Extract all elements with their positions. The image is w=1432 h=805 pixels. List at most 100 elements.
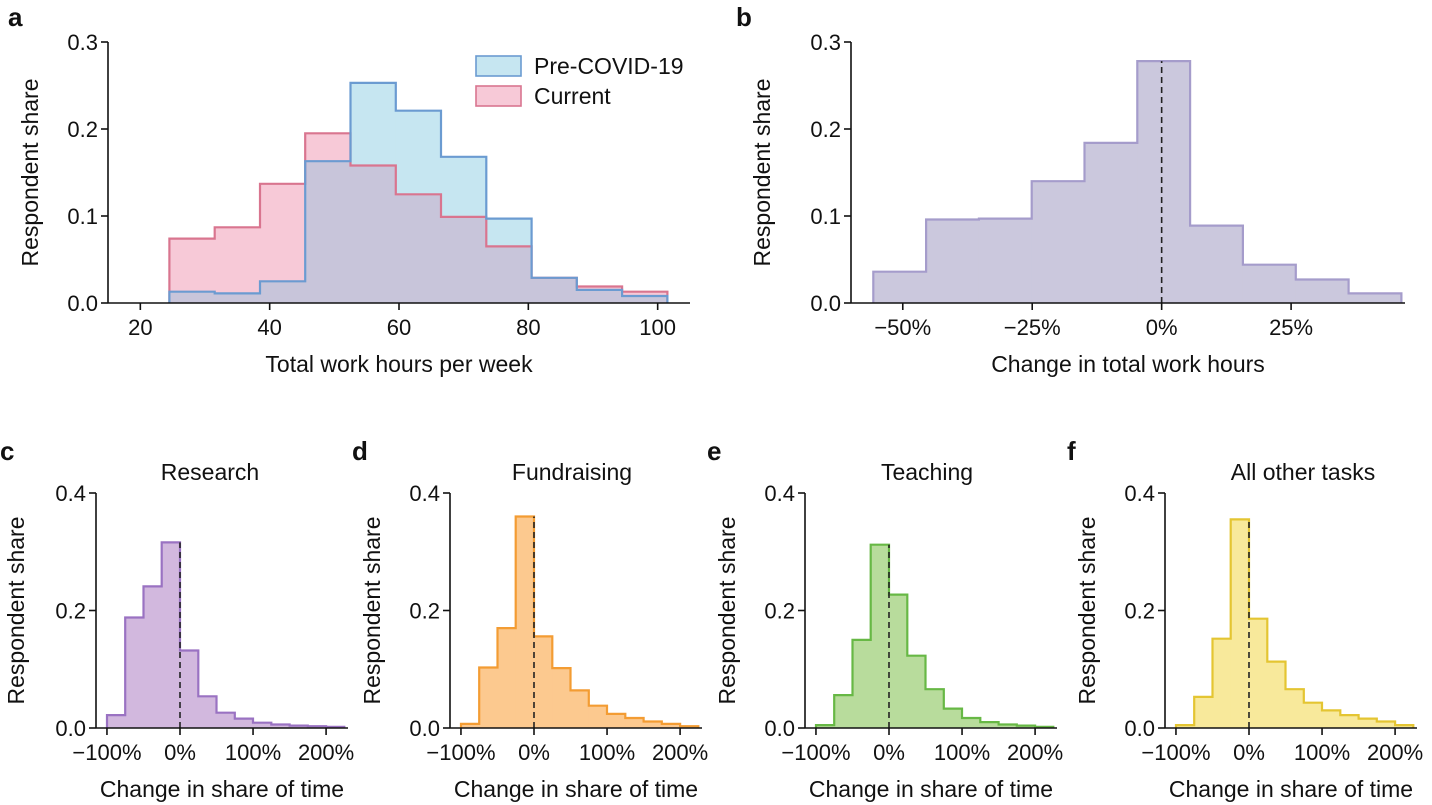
y-tick-label: 0.3 bbox=[67, 30, 98, 55]
histogram-bar bbox=[479, 667, 498, 728]
x-tick-label: 60 bbox=[387, 315, 411, 340]
x-tick-label: 200% bbox=[1367, 740, 1423, 765]
bar-current bbox=[169, 238, 216, 292]
x-tick-label: −25% bbox=[1004, 315, 1061, 340]
legend: Pre-COVID-19 Current bbox=[475, 53, 684, 109]
y-axis-label: Respondent share bbox=[3, 517, 29, 705]
histogram-bar bbox=[198, 696, 217, 728]
x-tick-label: −100% bbox=[1141, 740, 1210, 765]
y-tick-label: 0.4 bbox=[764, 481, 795, 506]
bar-pre-covid bbox=[486, 218, 532, 247]
panel-f: 0.0 0.2 0.4 −100% 0% 100% 200% Change in share … bbox=[1067, 436, 1423, 802]
panel-title: All other tasks bbox=[1231, 459, 1375, 485]
histogram-bar bbox=[1176, 725, 1195, 728]
x-tick-label: 0% bbox=[518, 740, 550, 765]
histogram-outline bbox=[1174, 518, 1415, 728]
x-tick-label: −100% bbox=[426, 740, 495, 765]
panel-letter: e bbox=[707, 436, 721, 466]
y-tick-label: 0.2 bbox=[810, 117, 841, 142]
histogram-bar bbox=[125, 617, 144, 728]
x-tick-label: 200% bbox=[652, 740, 708, 765]
histogram-bar bbox=[943, 708, 963, 728]
y-axis-label: Respondent share bbox=[749, 79, 775, 267]
histogram-bar bbox=[607, 713, 626, 728]
panel-letter: a bbox=[8, 2, 23, 32]
x-axis-label: Change in share of time bbox=[100, 776, 344, 802]
x-axis-label: Change in share of time bbox=[454, 776, 698, 802]
bar-overlap bbox=[486, 246, 532, 303]
x-tick-label: 20 bbox=[128, 315, 152, 340]
histogram-bar bbox=[234, 718, 254, 728]
x-tick-label: −50% bbox=[874, 315, 931, 340]
histogram-bar bbox=[1348, 293, 1402, 303]
x-tick-label: 100% bbox=[934, 740, 990, 765]
histogram-outline bbox=[105, 541, 346, 728]
histogram-bar bbox=[1295, 279, 1349, 303]
histogram-bar bbox=[161, 542, 181, 728]
x-tick-label: 100% bbox=[579, 740, 635, 765]
bar-pre-covid bbox=[395, 110, 442, 195]
panel-title: Fundraising bbox=[512, 459, 632, 485]
y-tick-label: 0.2 bbox=[409, 599, 440, 624]
y-tick-label: 0.4 bbox=[409, 481, 440, 506]
x-tick-label: 80 bbox=[516, 315, 540, 340]
bar-overlap bbox=[214, 293, 261, 303]
y-tick-label: 0.0 bbox=[409, 716, 440, 741]
histogram-bar bbox=[1084, 142, 1138, 303]
y-axis-label: Respondent share bbox=[1074, 517, 1100, 705]
histogram-outline bbox=[872, 60, 1403, 303]
panel-letter: b bbox=[736, 2, 752, 32]
histogram-bar bbox=[570, 690, 590, 728]
panel-d: 0.0 0.2 0.4 −100% 0% 100% 200% Change in share … bbox=[352, 436, 708, 802]
histogram-bar bbox=[852, 639, 872, 728]
histogram-bar bbox=[180, 650, 199, 728]
panel-c: 0.0 0.2 0.4 −100% 0% 100% 200% Change in share … bbox=[0, 436, 354, 802]
x-axis-label: Change in share of time bbox=[1169, 776, 1413, 802]
histogram-bar bbox=[552, 668, 571, 728]
histogram-outline bbox=[459, 515, 700, 728]
histogram-bar bbox=[497, 628, 517, 728]
bar-overlap bbox=[395, 194, 442, 304]
histogram-bar bbox=[1340, 715, 1359, 728]
histogram-bar bbox=[1285, 689, 1305, 728]
y-tick-label: 0.0 bbox=[55, 716, 86, 741]
histogram-bar bbox=[998, 724, 1018, 728]
x-tick-label: −100% bbox=[781, 740, 850, 765]
y-axis-label: Respondent share bbox=[17, 79, 43, 267]
panel-a: 0.0 0.1 0.2 0.3 20 40 60 80 100 Total work hours … bbox=[8, 2, 690, 377]
histogram-bar bbox=[461, 723, 480, 728]
x-tick-label: 200% bbox=[1007, 740, 1063, 765]
x-tick-label: 0% bbox=[164, 740, 196, 765]
bar-overlap bbox=[260, 281, 306, 304]
y-tick-label: 0.0 bbox=[810, 291, 841, 316]
histogram-bar bbox=[816, 725, 835, 728]
x-tick-label: 0% bbox=[873, 740, 905, 765]
histogram-bar bbox=[1358, 718, 1378, 728]
histogram-bar bbox=[925, 689, 945, 728]
histogram-bar bbox=[1194, 696, 1213, 728]
bar-pre-covid bbox=[350, 82, 397, 166]
bar-overlap bbox=[169, 291, 216, 303]
x-axis-label: Change in share of time bbox=[809, 776, 1053, 802]
histogram-bar bbox=[271, 724, 290, 728]
bar-overlap bbox=[441, 216, 487, 303]
histogram-bar bbox=[978, 218, 1033, 303]
bar-current bbox=[260, 183, 306, 282]
panel-title: Research bbox=[161, 459, 259, 485]
histogram-bar bbox=[107, 715, 126, 728]
x-tick-label: 0% bbox=[1146, 315, 1178, 340]
legend-label: Current bbox=[534, 83, 611, 109]
y-tick-label: 0.0 bbox=[1124, 716, 1155, 741]
bar-overlap bbox=[305, 161, 351, 303]
y-tick-label: 0.4 bbox=[55, 481, 86, 506]
y-tick-label: 0.2 bbox=[67, 117, 98, 142]
histogram-bar bbox=[926, 219, 980, 303]
x-tick-label: 100% bbox=[1294, 740, 1350, 765]
histogram-bar bbox=[834, 695, 853, 728]
panel-b: 0.0 0.1 0.2 0.3 −50% −25% 0% 25%Change in total… bbox=[736, 2, 1405, 377]
x-tick-label: 100 bbox=[639, 315, 676, 340]
histogram-bar bbox=[873, 271, 927, 303]
histogram-bar bbox=[216, 712, 236, 728]
histogram-bar bbox=[625, 718, 644, 728]
